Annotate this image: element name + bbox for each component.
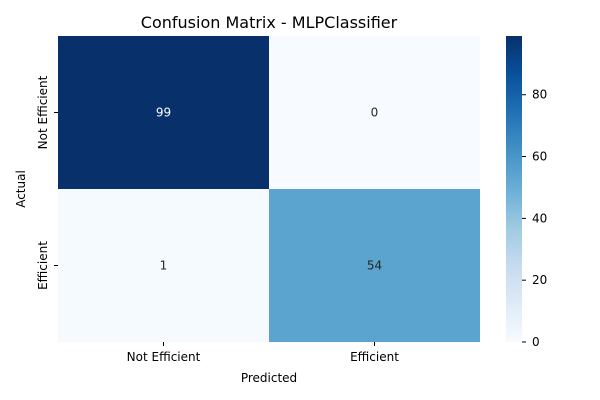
heatmap-cell (269, 36, 480, 189)
colorbar-tick-label: 20 (532, 273, 547, 287)
heatmap-cell-labels: 99 0 1 54 (156, 106, 382, 273)
heatmap-cell-value: 0 (371, 106, 379, 120)
heatmap-cells (58, 36, 480, 342)
colorbar (506, 36, 522, 342)
y-tick-label: Not Efficient (36, 75, 50, 149)
y-axis-label: Actual (14, 170, 28, 208)
heatmap-cell (58, 189, 269, 342)
colorbar-ticks: 0 20 40 60 80 (522, 88, 547, 349)
colorbar-tick-label: 60 (532, 150, 547, 164)
colorbar-tick-label: 40 (532, 211, 547, 225)
heatmap-cell (58, 36, 269, 189)
x-tick-label: Not Efficient (127, 350, 201, 364)
y-tick-label: Efficient (36, 241, 50, 290)
heatmap-cell-value: 99 (156, 106, 171, 120)
x-axis-label: Predicted (241, 371, 297, 385)
colorbar-tick-label: 0 (532, 335, 540, 349)
x-axis-ticks: Not Efficient Efficient (127, 342, 399, 364)
heatmap-cell-value: 54 (367, 259, 382, 273)
chart-title: Confusion Matrix - MLPClassifier (141, 13, 398, 32)
colorbar-tick-label: 80 (532, 88, 547, 102)
heatmap-cell (269, 189, 480, 342)
heatmap-cell-value: 1 (160, 259, 168, 273)
x-tick-label: Efficient (350, 350, 399, 364)
y-axis-ticks: Not Efficient Efficient (36, 75, 58, 290)
